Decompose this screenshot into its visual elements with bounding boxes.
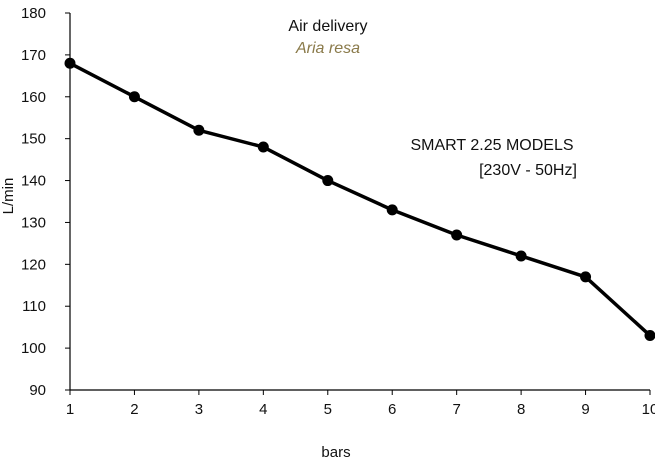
data-point (257, 141, 269, 153)
y-axis: 90 100 110 120 130 140 150 160 170 180 (21, 5, 71, 399)
x-tick-label: 8 (517, 401, 525, 418)
y-tick-label: 160 (21, 89, 46, 106)
x-tick-label: 4 (259, 401, 267, 418)
y-tick-label: 90 (29, 382, 46, 399)
annotation-voltage: [230V - 50Hz] (479, 162, 577, 179)
x-tick-label: 10 (642, 401, 655, 418)
data-point (193, 124, 205, 136)
data-point (322, 175, 334, 187)
x-tick-label: 3 (195, 401, 203, 418)
y-axis-label: L/min (0, 178, 17, 215)
x-axis: 1 2 3 4 5 6 7 8 9 10 (66, 389, 655, 418)
x-tick-label: 1 (66, 401, 74, 418)
data-point (64, 57, 76, 69)
data-point (451, 229, 463, 241)
data-point (386, 204, 398, 216)
y-tick-label: 110 (22, 298, 46, 315)
y-tick-label: 180 (21, 5, 46, 22)
chart-title: Air delivery (288, 18, 367, 35)
annotation-model: SMART 2.25 MODELS (410, 137, 573, 154)
x-tick-label: 6 (388, 401, 396, 418)
y-tick-label: 140 (21, 173, 46, 190)
y-tick-label: 130 (21, 214, 46, 231)
data-point (128, 91, 140, 103)
series-line (69, 61, 652, 337)
x-tick-label: 2 (130, 401, 138, 418)
y-tick-label: 100 (21, 340, 46, 357)
x-tick-label: 7 (452, 401, 460, 418)
series (64, 57, 655, 342)
x-axis-label: bars (321, 444, 350, 461)
data-point (580, 271, 592, 283)
y-tick-label: 120 (21, 256, 46, 273)
y-tick-label: 170 (21, 47, 46, 64)
chart-subtitle: Aria resa (295, 40, 360, 57)
x-tick-label: 9 (581, 401, 589, 418)
x-tick-label: 5 (324, 401, 332, 418)
data-point (644, 330, 655, 342)
y-tick-label: 150 (21, 131, 46, 148)
data-point (515, 250, 527, 262)
